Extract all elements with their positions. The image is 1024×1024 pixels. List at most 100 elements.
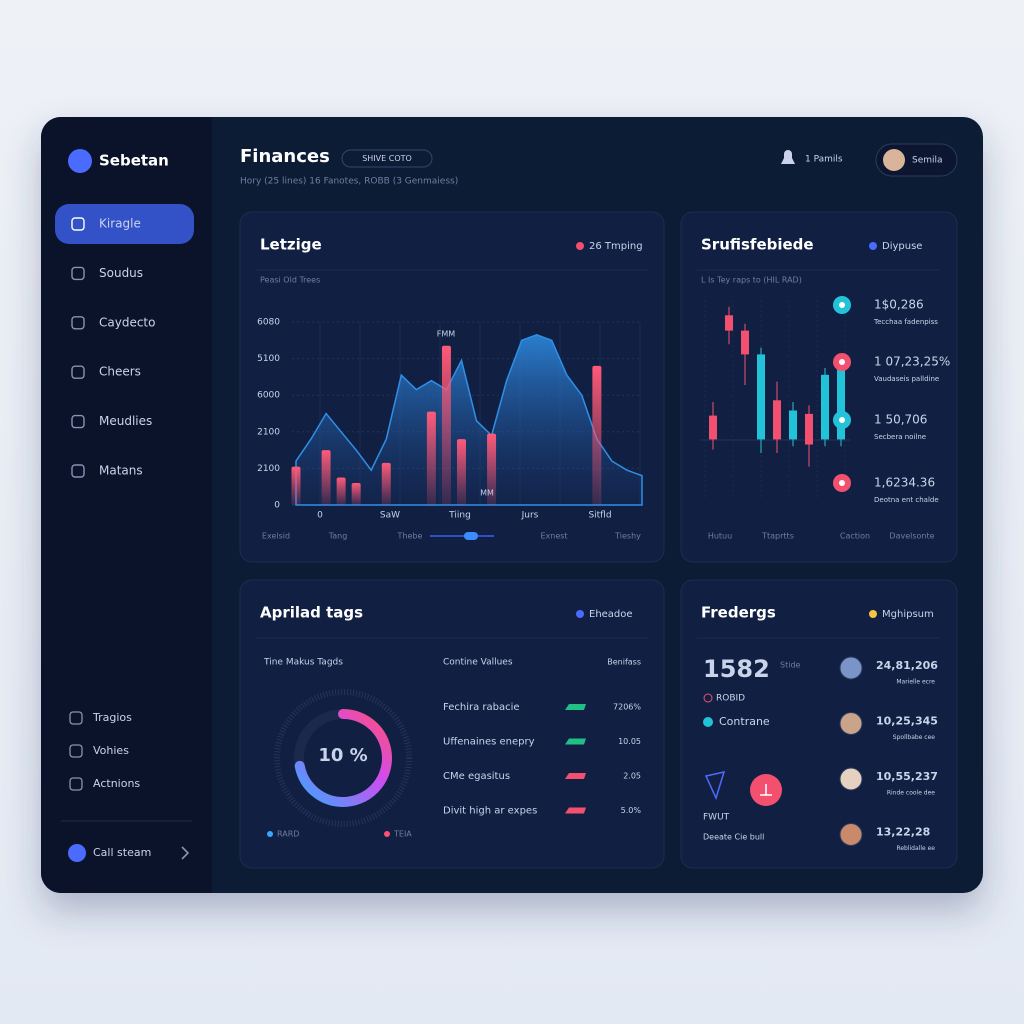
quote-value: 1,6234.36: [874, 476, 935, 490]
nav-item: Matans: [99, 464, 143, 478]
x-tick-label: Tiing: [448, 511, 471, 521]
bar: [426, 411, 436, 505]
footer-label: Hutuu: [708, 532, 732, 541]
bar: [291, 466, 301, 505]
quote-icon-dot: [839, 480, 845, 486]
brand-name: Sebetan: [99, 152, 169, 170]
quote-note: Secbera noilne: [874, 433, 926, 441]
y-tick-label: 2100: [257, 427, 280, 437]
legend-dot: [869, 242, 877, 250]
donut-progress: [294, 709, 392, 807]
table-cell: 10.05: [618, 737, 641, 746]
donut-legend: TEIA: [393, 830, 412, 839]
person-avatar: [839, 656, 863, 680]
nav-icon: [71, 464, 85, 478]
table-cell: 2.05: [623, 772, 641, 781]
table-header: Contine Vallues: [443, 658, 513, 668]
nav-active[interactable]: [55, 204, 194, 244]
nav-item: Meudlies: [99, 414, 152, 428]
chevron: [181, 846, 190, 860]
person-avatar: [839, 823, 863, 846]
action-note: Deeate Cie bull: [703, 833, 764, 842]
y-tick-label: 6000: [257, 391, 280, 401]
person-value: 10,55,237: [876, 770, 938, 783]
chart-subtitle: Peasi Old Trees: [260, 276, 320, 285]
chart-subtitle: L Is Tey raps to (HIL RAD): [701, 276, 802, 285]
quote-value: 1 07,23,25%: [874, 355, 950, 369]
status-label: Contrane: [719, 715, 770, 728]
quote-value: 1$0,286: [874, 298, 924, 312]
legend-label: Eheadoe: [589, 609, 633, 620]
legend-label: Mghipsum: [882, 609, 934, 620]
quote-icon-dot: [839, 302, 845, 308]
slider-thumb[interactable]: [464, 532, 478, 540]
legend-label: 26 Tmping: [589, 241, 643, 252]
legend-dot: [869, 610, 877, 618]
action-label: FWUT: [703, 813, 730, 823]
nav-icon: [71, 217, 85, 231]
nav-icon: [69, 777, 83, 791]
tag-dot: [703, 693, 713, 703]
bar: [351, 483, 361, 505]
trend-chip: [565, 773, 586, 779]
quote-icon-dot: [839, 417, 845, 423]
legend-dot: [576, 242, 584, 250]
person-avatar: [839, 767, 863, 791]
user-avatar: [883, 149, 905, 171]
action-glyph: [760, 784, 772, 796]
donut-legend: RARD: [277, 830, 299, 839]
content: Sebetan Kiragle Soudus Caydecto Cheers Meudli…: [55, 143, 958, 869]
total-value: 1582: [703, 655, 770, 683]
donut-label: Tine Makus Tagds: [263, 658, 343, 668]
annotation: MM: [480, 489, 494, 498]
table-cell: CMe egasitus: [443, 771, 510, 782]
footer-label: Ttaprtts: [761, 532, 794, 541]
badge-text: SHIVE COTO: [362, 154, 412, 163]
table-cell: 5.0%: [621, 806, 642, 815]
table-header: Benifass: [607, 658, 641, 667]
candle-body: [709, 415, 717, 440]
candle-body: [741, 330, 749, 355]
nav-icon: [69, 711, 83, 725]
badge: [341, 149, 433, 168]
notifications: 1 Pamils: [805, 155, 843, 165]
trend-chip: [565, 807, 586, 814]
x-tick-label: 0: [317, 511, 323, 521]
nav-item: Actnions: [93, 777, 140, 790]
x-tick-label: Jurs: [521, 511, 539, 521]
annotation: FMM: [437, 330, 456, 339]
x-tick-label: Sitfld: [588, 511, 611, 521]
footer-label: Thebe: [397, 532, 423, 541]
table-cell: Divit high ar expes: [443, 806, 537, 817]
account-avatar: [68, 844, 86, 862]
person-value: 24,81,206: [876, 659, 938, 672]
footer-label: Davelsonte: [889, 532, 934, 541]
person-value: 13,22,28: [876, 826, 930, 839]
legend-label: Diypuse: [882, 241, 922, 252]
brand-logo: [68, 149, 92, 173]
panel-title: Aprilad tags: [260, 604, 363, 622]
trend-chip: [565, 704, 586, 710]
nav-icon: [71, 365, 85, 379]
panel: [680, 579, 958, 869]
status-dot: [703, 717, 713, 727]
legend-dot: [576, 610, 584, 618]
tag-label: ROBID: [716, 694, 745, 704]
person-value: 10,25,345: [876, 715, 938, 728]
panel-title: Srufisfebiede: [701, 236, 814, 254]
bar: [592, 365, 602, 505]
nav-icon: [71, 414, 85, 429]
table-cell: Uffenaines enepry: [443, 737, 535, 748]
nav-item: Caydecto: [99, 315, 155, 329]
bar: [456, 439, 466, 505]
candle-body: [773, 400, 781, 440]
quote-note: Vaudaseis palldine: [874, 375, 939, 383]
nav-icon: [71, 316, 85, 330]
candle-body: [837, 369, 845, 440]
footer-label: Exnest: [540, 532, 567, 541]
bar: [321, 450, 331, 505]
page-subtitle: Hory (25 lines) 16 Fanotes, ROBB (3 Genm…: [240, 177, 458, 187]
panel-title: Letzige: [260, 236, 322, 254]
legend-dot: [384, 831, 390, 837]
